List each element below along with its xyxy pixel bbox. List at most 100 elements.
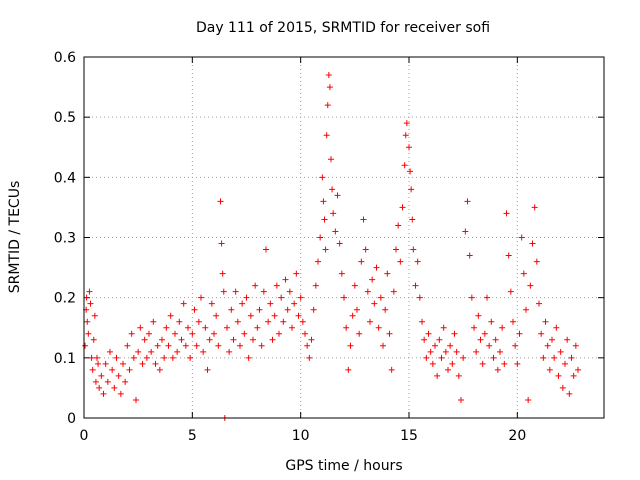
y-axis-label: SRMTID / TECUs	[7, 181, 23, 294]
data-point	[334, 192, 341, 199]
data-point	[120, 360, 126, 367]
data-point	[343, 324, 350, 331]
data-point	[286, 288, 293, 295]
data-point	[414, 258, 421, 265]
data-point	[218, 240, 225, 247]
y-tick-label: 0.6	[54, 50, 76, 66]
data-point	[91, 312, 98, 319]
data-point	[273, 282, 280, 289]
data-point	[442, 348, 449, 355]
data-point	[527, 282, 534, 289]
data-point	[403, 120, 410, 127]
data-point	[320, 198, 327, 205]
data-point	[367, 318, 373, 325]
data-point	[152, 360, 159, 367]
data-point	[425, 330, 432, 337]
data-point	[375, 324, 382, 331]
data-point	[295, 312, 302, 319]
data-point	[176, 318, 183, 325]
data-point	[267, 300, 274, 307]
data-point	[514, 360, 521, 367]
data-point	[546, 366, 553, 373]
data-point	[260, 288, 267, 295]
data-point	[117, 390, 124, 397]
data-point	[395, 222, 402, 229]
data-point	[397, 258, 404, 265]
y-tick-label: 0	[67, 411, 76, 427]
data-point	[163, 324, 170, 331]
data-point	[87, 300, 94, 307]
data-point	[566, 390, 573, 397]
data-point	[529, 240, 536, 247]
data-point	[429, 360, 436, 367]
data-point	[215, 342, 222, 349]
data-point	[551, 354, 558, 361]
data-point	[247, 312, 254, 319]
data-point	[341, 294, 347, 301]
data-point	[239, 300, 246, 307]
data-point	[568, 354, 575, 361]
data-point	[191, 306, 198, 313]
data-point	[234, 318, 241, 325]
data-point	[377, 294, 384, 301]
data-point	[409, 216, 416, 223]
data-point	[89, 366, 96, 373]
data-point	[321, 216, 328, 223]
data-point	[297, 294, 304, 301]
data-point	[488, 318, 495, 325]
data-point	[92, 378, 99, 385]
data-point	[484, 294, 490, 301]
y-tick-label: 0.4	[54, 170, 76, 186]
data-point	[324, 102, 331, 109]
data-point	[553, 324, 560, 331]
data-point	[263, 246, 269, 253]
data-point	[356, 330, 363, 337]
data-point	[384, 270, 391, 277]
data-point	[329, 186, 336, 193]
data-point	[360, 216, 367, 223]
data-point	[230, 336, 237, 343]
data-point	[421, 336, 428, 343]
data-point	[245, 354, 252, 361]
data-point	[549, 336, 555, 343]
data-point	[562, 360, 568, 367]
data-point	[471, 324, 477, 331]
data-point	[174, 348, 181, 355]
data-point	[130, 354, 137, 361]
data-point	[211, 330, 217, 337]
data-point	[135, 348, 142, 355]
data-point	[479, 360, 486, 367]
data-point	[302, 330, 308, 337]
data-point	[220, 288, 227, 295]
data-point	[462, 228, 469, 235]
data-point	[241, 330, 248, 337]
data-point	[557, 348, 564, 355]
data-point	[85, 330, 92, 337]
data-point	[490, 354, 497, 361]
data-point	[217, 198, 224, 205]
data-point	[332, 228, 339, 235]
data-point	[237, 342, 243, 349]
data-point	[453, 348, 460, 355]
data-point	[449, 360, 456, 367]
data-points	[82, 72, 581, 421]
data-point	[518, 234, 525, 241]
data-point	[330, 210, 337, 217]
data-point	[107, 348, 113, 355]
data-point	[308, 336, 315, 343]
data-point	[180, 300, 187, 307]
data-point	[564, 336, 571, 343]
data-point	[109, 366, 116, 373]
y-tick-label: 0.1	[54, 351, 76, 367]
data-point	[436, 336, 443, 343]
data-point	[165, 342, 172, 349]
data-point	[393, 246, 399, 253]
data-point	[386, 330, 393, 337]
data-point	[312, 282, 319, 289]
data-point	[531, 204, 538, 211]
x-tick-label: 10	[292, 428, 310, 444]
data-point	[354, 306, 360, 313]
data-point	[102, 360, 109, 367]
data-point	[124, 342, 131, 349]
